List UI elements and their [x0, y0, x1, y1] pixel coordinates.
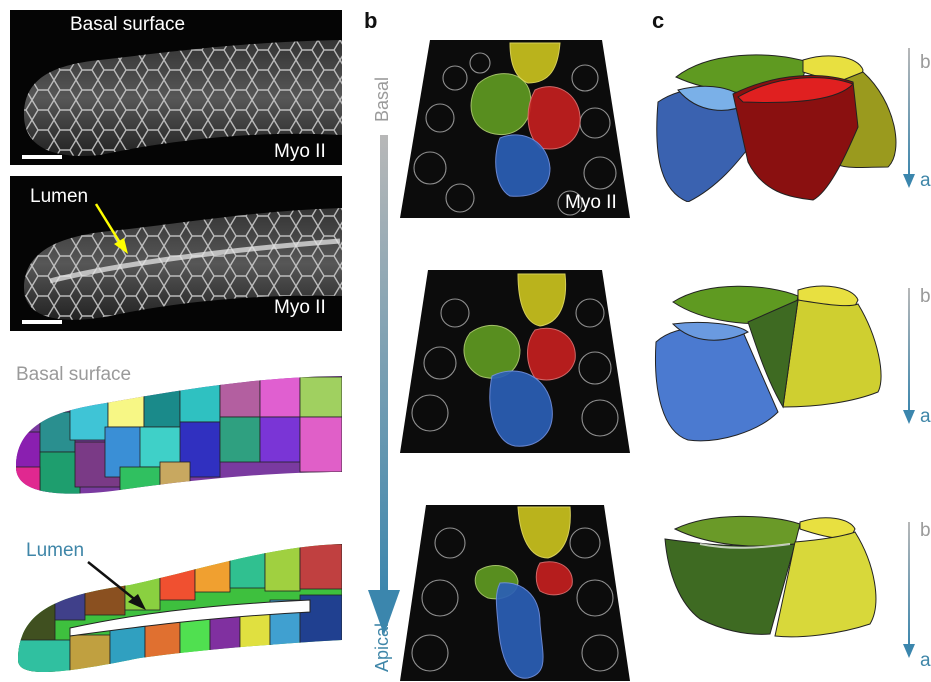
render-3d-middle	[655, 285, 882, 442]
segmentation-basal	[10, 372, 342, 502]
axis-apical-label: Apical	[372, 622, 392, 672]
scale-bar	[22, 155, 62, 159]
section-apical	[400, 503, 630, 681]
myo-ii-label-middle: Myo II	[274, 297, 326, 318]
section-middle	[400, 268, 630, 453]
axis-c3-bottom: a	[920, 650, 931, 671]
panel-b-letter: b	[364, 8, 378, 33]
basal-apical-axis	[368, 135, 400, 635]
render-3d-apical	[664, 515, 877, 638]
myo-ii-label-top: Myo II	[274, 141, 326, 162]
section-basal	[400, 38, 630, 218]
axis-c1-bottom: a	[920, 170, 931, 191]
render-3d-basal	[656, 54, 897, 202]
lumen-annotation: Lumen	[30, 186, 89, 207]
arrow-icon	[94, 203, 124, 247]
seg-lumen-label: Lumen	[26, 540, 85, 561]
segmentation-lumen	[10, 540, 342, 680]
micrograph-basal-surface	[10, 10, 342, 165]
seg-basal-surface-label: Basal surface	[16, 364, 132, 385]
myo-ii-label-b: Myo II	[565, 192, 617, 213]
axis-basal-label: Basal	[372, 76, 392, 122]
micrograph-lumen	[10, 176, 342, 331]
axis-c2-bottom: a	[920, 406, 931, 427]
axis-c3-top: b	[920, 520, 931, 541]
axis-c2-top: b	[920, 286, 931, 307]
axis-arrow-c1	[903, 48, 915, 188]
basal-surface-title: Basal surface	[70, 14, 186, 35]
panel-c-letter: c	[652, 8, 665, 33]
tube-texture-middle	[22, 203, 342, 324]
scale-bar	[22, 320, 62, 324]
arrow-icon	[87, 561, 139, 603]
tube-texture-top	[22, 40, 342, 159]
axis-arrow-c3	[903, 522, 915, 658]
axis-c1-top: b	[920, 52, 931, 73]
axis-arrow-c2	[903, 288, 915, 424]
